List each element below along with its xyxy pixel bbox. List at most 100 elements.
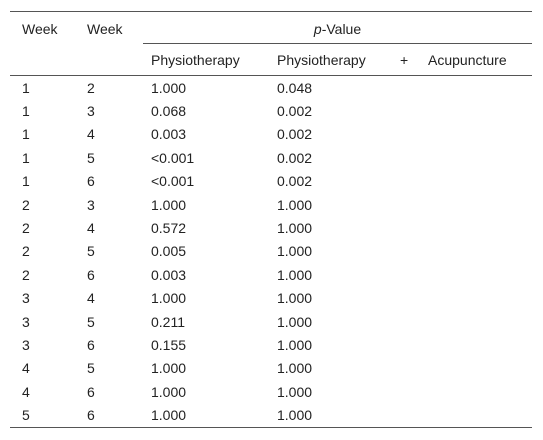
header-cell: Physiotherapy (267, 43, 390, 76)
table-cell: 1 (22, 79, 30, 96)
empty-cell (390, 287, 418, 310)
table-cell: 3 (22, 313, 30, 330)
empty-cell (418, 76, 532, 100)
table-cell: 1 (22, 149, 30, 166)
empty-cell (390, 123, 418, 146)
table-cell: 3 (87, 103, 95, 120)
table-cell: 1.000 (277, 407, 313, 424)
table-row: 1 4 0.003 0.002 (10, 123, 532, 146)
empty-cell (390, 403, 418, 427)
table-cell: 2 (22, 196, 30, 213)
header-cell: Week (22, 21, 58, 37)
table-cell: 5 (87, 313, 95, 330)
table-cell: 0.002 (277, 173, 313, 190)
table-cell: 1.000 (151, 196, 187, 213)
table-cell: 4 (87, 220, 95, 237)
table-cell: 6 (87, 266, 95, 283)
table-cell: 2 (87, 79, 95, 96)
empty-cell (418, 170, 532, 193)
empty-cell (418, 146, 532, 169)
table-cell: 5 (87, 243, 95, 260)
table-row: 2 4 0.572 1.000 (10, 216, 532, 239)
table-cell: 2 (22, 243, 30, 260)
table-cell: 1.000 (151, 79, 187, 96)
empty-cell (418, 357, 532, 380)
table-cell: 0.048 (277, 79, 313, 96)
table-cell: 1.000 (151, 383, 187, 400)
table-body: 1 2 1.000 0.048 1 3 0.068 0.002 1 4 0.003 0.002 1 5 <0… (10, 76, 532, 428)
empty-cell (390, 240, 418, 263)
table-cell: 0.003 (151, 126, 187, 143)
empty-cell (390, 76, 418, 100)
table-cell: 4 (22, 383, 30, 400)
header-cell: + (390, 43, 418, 76)
table-cell: <0.001 (151, 149, 195, 166)
table-cell: 1 (22, 103, 30, 120)
table-cell: 0.211 (151, 313, 185, 330)
empty-cell (418, 403, 532, 427)
empty-cell (418, 216, 532, 239)
table-cell: 0.002 (277, 103, 313, 120)
empty-cell (418, 310, 532, 333)
empty-cell (418, 99, 532, 122)
empty-cell (390, 333, 418, 356)
table-row: 3 6 0.155 1.000 (10, 333, 532, 356)
header-cell (10, 43, 77, 76)
table-cell: 1 (22, 173, 30, 190)
table-cell: 1.000 (277, 266, 313, 283)
table-row: 3 5 0.211 1.000 (10, 310, 532, 333)
empty-cell (390, 146, 418, 169)
table-cell: 3 (22, 336, 30, 353)
header-cell: Acupuncture (418, 43, 533, 76)
table-cell: <0.001 (151, 173, 195, 190)
table-cell: 1 (22, 126, 30, 143)
table-row: 4 6 1.000 1.000 (10, 380, 532, 403)
header-cell: p-Value (143, 11, 533, 44)
table-cell: 1.000 (277, 336, 313, 353)
table-cell: 5 (87, 149, 95, 166)
table-cell: 6 (87, 407, 95, 424)
table-cell: 0.005 (151, 243, 187, 260)
table-cell: 1.000 (277, 383, 313, 400)
empty-cell (390, 193, 418, 216)
table-cell: 0.155 (151, 336, 187, 353)
empty-cell (390, 380, 418, 403)
table-row: 4 5 1.000 1.000 (10, 357, 532, 380)
empty-cell (418, 193, 532, 216)
header-text: p (313, 21, 322, 37)
table-cell: 0.002 (277, 149, 313, 166)
table-cell: 5 (87, 360, 95, 377)
table-row: 2 5 0.005 1.000 (10, 240, 532, 263)
header-text: -Value (321, 21, 362, 37)
table-cell: 5 (22, 407, 30, 424)
empty-cell (390, 310, 418, 333)
table-row: 1 3 0.068 0.002 (10, 99, 532, 122)
table-cell: 1.000 (151, 360, 187, 377)
table-cell: 1.000 (151, 290, 187, 307)
empty-cell (390, 357, 418, 380)
empty-cell (418, 263, 532, 286)
table-cell: 6 (87, 336, 95, 353)
table-row: 5 6 1.000 1.000 (10, 403, 532, 427)
empty-cell (418, 287, 532, 310)
p-value-table: Week Week p-Value Physiotherapy Physioth… (10, 11, 533, 428)
header-cell (77, 43, 143, 76)
table-cell: 1.000 (277, 220, 313, 237)
table-cell: 1.000 (277, 196, 313, 213)
empty-cell (418, 240, 532, 263)
empty-cell (418, 380, 532, 403)
header-cell: Week (87, 21, 123, 37)
table-cell: 3 (22, 290, 30, 307)
table-cell: 6 (87, 383, 95, 400)
table-cell: 1.000 (277, 313, 313, 330)
table-cell: 2 (22, 266, 30, 283)
table-row: 1 5 <0.001 0.002 (10, 146, 532, 169)
table-cell: 0.002 (277, 126, 313, 143)
table-cell: 0.003 (151, 266, 187, 283)
table-cell: 1.000 (277, 360, 313, 377)
table-row: 1 2 1.000 0.048 (10, 76, 532, 100)
table-row: 3 4 1.000 1.000 (10, 287, 532, 310)
table-cell: 3 (87, 196, 95, 213)
empty-cell (390, 216, 418, 239)
